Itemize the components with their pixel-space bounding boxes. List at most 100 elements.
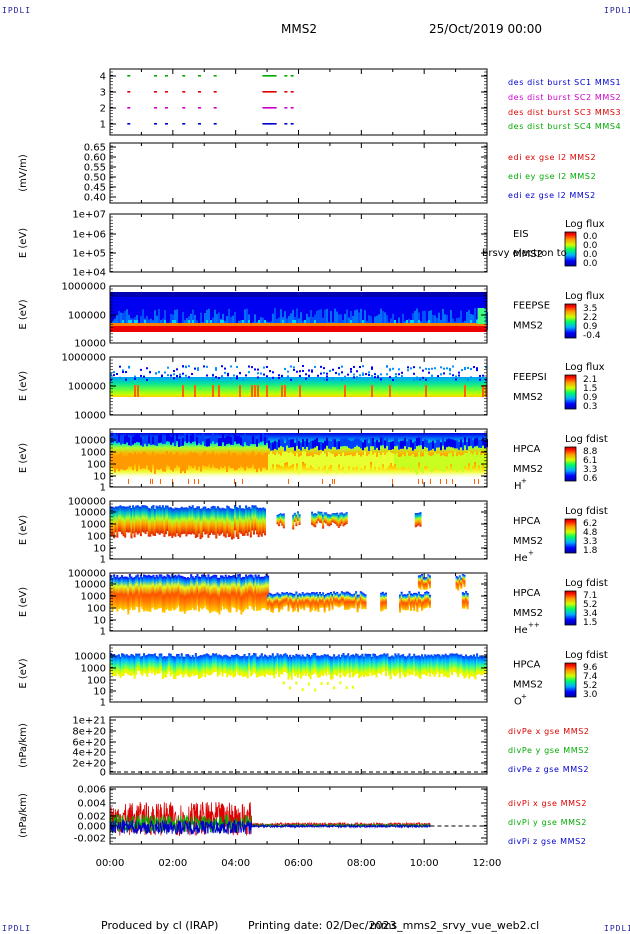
spectrogram-column	[205, 577, 208, 610]
spectrogram-column	[302, 451, 304, 462]
instrument-label: EIS	[513, 229, 529, 240]
spectrogram-column	[284, 311, 286, 330]
colorbar-tick-label: 4.8	[583, 528, 598, 538]
spectrogram-speckle	[434, 367, 436, 370]
spectrogram-column	[210, 655, 213, 675]
spectrogram-speckle	[416, 376, 418, 379]
spectrogram-column	[238, 574, 241, 611]
corner-label-tr: IPDLI	[604, 6, 630, 15]
spectrogram-column	[289, 654, 292, 677]
spectrogram-column	[377, 656, 380, 674]
spectrogram-speckle	[386, 365, 388, 368]
spectrogram-column	[188, 577, 191, 611]
spectrogram-column	[202, 433, 204, 442]
species-label: He	[514, 553, 528, 564]
spectrogram-column	[390, 441, 392, 450]
spectrogram-column	[259, 507, 262, 535]
spectrogram-column	[135, 653, 138, 675]
spectrogram-column	[472, 440, 474, 449]
spectrogram-column	[406, 655, 409, 674]
spectrogram-speckle	[474, 479, 475, 484]
spectrogram-column	[353, 593, 356, 609]
spectrogram-speckle	[305, 373, 307, 376]
spectrogram-column	[185, 577, 188, 612]
spectrogram-column	[446, 314, 448, 330]
spectrogram-speckle	[257, 368, 259, 371]
spectrogram-speckle	[323, 378, 325, 381]
spectrogram-column	[186, 508, 190, 535]
spectrogram-column	[216, 506, 219, 534]
burst-marker	[268, 75, 277, 77]
spacecraft-label: MMS2	[513, 321, 543, 332]
spectrogram-column	[410, 455, 412, 472]
spectrogram-column	[174, 656, 177, 680]
spectrogram-column	[320, 594, 323, 608]
spectrogram-speckle	[401, 371, 403, 374]
spectrogram-speckle	[425, 385, 427, 397]
spectrogram-column	[322, 442, 324, 451]
spectrogram-column	[260, 653, 263, 676]
spectrogram-speckle	[224, 367, 226, 370]
spectrogram-column	[384, 454, 386, 470]
spectrogram-column	[256, 507, 259, 535]
spectrogram-speckle	[446, 367, 448, 370]
spectrogram-column	[339, 512, 342, 526]
spectrogram-speckle	[334, 479, 335, 484]
spectrogram-speckle	[344, 385, 346, 397]
spacecraft-label: MMS2	[513, 392, 543, 403]
spectrogram-column	[257, 508, 260, 538]
spectrogram-column	[314, 592, 317, 612]
spectrogram-speckle	[236, 365, 238, 368]
spectrogram-column	[144, 435, 146, 444]
spectrogram-column	[170, 451, 172, 470]
spectrogram-column	[352, 440, 354, 449]
spectrogram-column	[161, 656, 164, 680]
spectrogram-column	[204, 506, 207, 535]
spectrogram-column	[408, 591, 411, 606]
spectrogram-column	[344, 513, 347, 526]
spectrogram-column	[338, 314, 340, 330]
spectrogram-column	[126, 434, 128, 443]
spectrogram-column	[172, 434, 174, 443]
spectrogram-column	[332, 454, 334, 470]
spectrogram-column	[311, 655, 314, 675]
spectrogram-column	[360, 440, 362, 449]
spectrogram-column	[414, 440, 416, 449]
spectrogram-column	[416, 655, 419, 676]
spectrogram-column	[138, 577, 141, 613]
spectrogram-speckle	[221, 375, 223, 378]
spectrogram-column	[337, 594, 340, 608]
spectrogram-column	[246, 507, 249, 536]
spectrogram-column	[136, 454, 138, 472]
spectrogram-column	[122, 576, 125, 611]
spectrogram-speckle	[356, 376, 358, 379]
spectrogram-column	[148, 455, 150, 470]
spectrogram-column	[172, 508, 175, 536]
spectrogram-speckle	[410, 367, 412, 370]
spectrogram-column	[192, 452, 194, 468]
spectrogram-column	[474, 438, 476, 447]
spectrogram-speckle	[176, 374, 178, 377]
spectrogram-column	[152, 505, 155, 536]
spectrogram-column	[317, 511, 320, 521]
spectrogram-column	[119, 656, 122, 679]
spectrogram-column	[380, 592, 383, 612]
spectrogram-column	[180, 455, 182, 474]
spectrogram-column	[318, 442, 320, 451]
spectrogram-column	[150, 506, 153, 534]
spectrogram-column	[251, 505, 254, 531]
spectrogram-column	[240, 656, 243, 676]
spectrogram-speckle	[299, 374, 301, 377]
spectrogram-speckle	[345, 686, 348, 690]
spectrogram-column	[111, 577, 114, 612]
spectrogram-column	[246, 656, 249, 679]
spectrogram-column	[188, 505, 191, 534]
spectrogram-column	[354, 438, 356, 447]
spectrogram-column	[125, 654, 128, 674]
spectrogram-speckle	[282, 681, 285, 685]
spectrogram-column	[222, 434, 224, 443]
spectrogram-column	[238, 656, 241, 676]
spectrogram-column	[138, 434, 140, 443]
burst-marker	[197, 91, 201, 93]
spectrogram-column	[284, 592, 287, 607]
